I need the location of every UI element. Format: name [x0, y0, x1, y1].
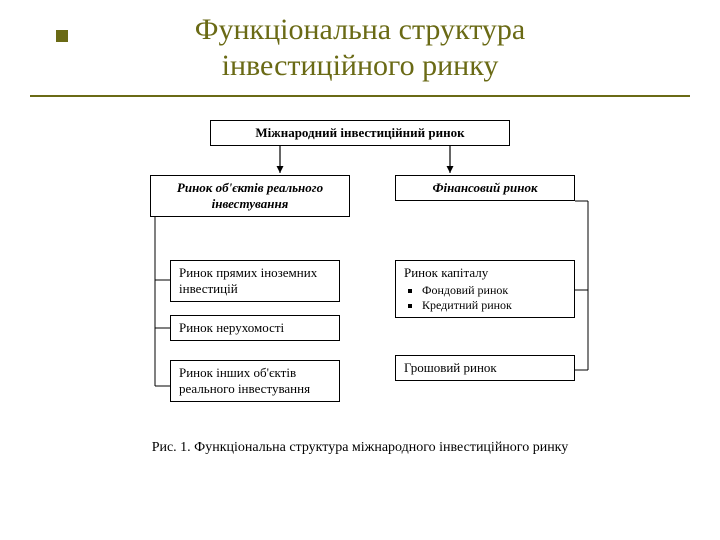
node-root: Міжнародний інвестиційний ринок: [210, 120, 510, 146]
title-underline: [30, 95, 690, 97]
node-r1-label: Ринок капіталу: [404, 265, 488, 280]
node-r1-sub-0: Фондовий ринок: [422, 283, 566, 298]
title-line-2: інвестиційного ринку: [222, 49, 499, 82]
node-r2-label: Грошовий ринок: [404, 360, 497, 375]
node-r1-sub-1: Кредитний ринок: [422, 298, 566, 313]
node-l2-label: Ринок нерухомості: [179, 320, 284, 335]
node-l2: Ринок нерухомості: [170, 315, 340, 341]
node-l3-label: Ринок інших об'єктів реального інвестува…: [179, 365, 310, 396]
page-title: Функціональна структура інвестиційного р…: [0, 12, 720, 84]
node-l3: Ринок інших об'єктів реального інвестува…: [170, 360, 340, 402]
title-line-1: Функціональна структура: [195, 13, 525, 46]
node-left-main: Ринок об'єктів реального інвестування: [150, 175, 350, 217]
node-left-main-label: Ринок об'єктів реального інвестування: [177, 180, 323, 211]
node-right-main-label: Фінансовий ринок: [432, 180, 537, 195]
node-r1-sublist: Фондовий ринок Кредитний ринок: [404, 283, 566, 313]
node-right-main: Фінансовий ринок: [395, 175, 575, 201]
node-r1: Ринок капіталу Фондовий ринок Кредитний …: [395, 260, 575, 318]
node-r2: Грошовий ринок: [395, 355, 575, 381]
node-root-label: Міжнародний інвестиційний ринок: [255, 125, 464, 140]
figure-caption: Рис. 1. Функціональна структура міжнарод…: [0, 440, 720, 456]
figure-caption-text: Рис. 1. Функціональна структура міжнарод…: [152, 440, 569, 455]
node-l1-label: Ринок прямих іноземних інвестицій: [179, 265, 317, 296]
node-l1: Ринок прямих іноземних інвестицій: [170, 260, 340, 302]
